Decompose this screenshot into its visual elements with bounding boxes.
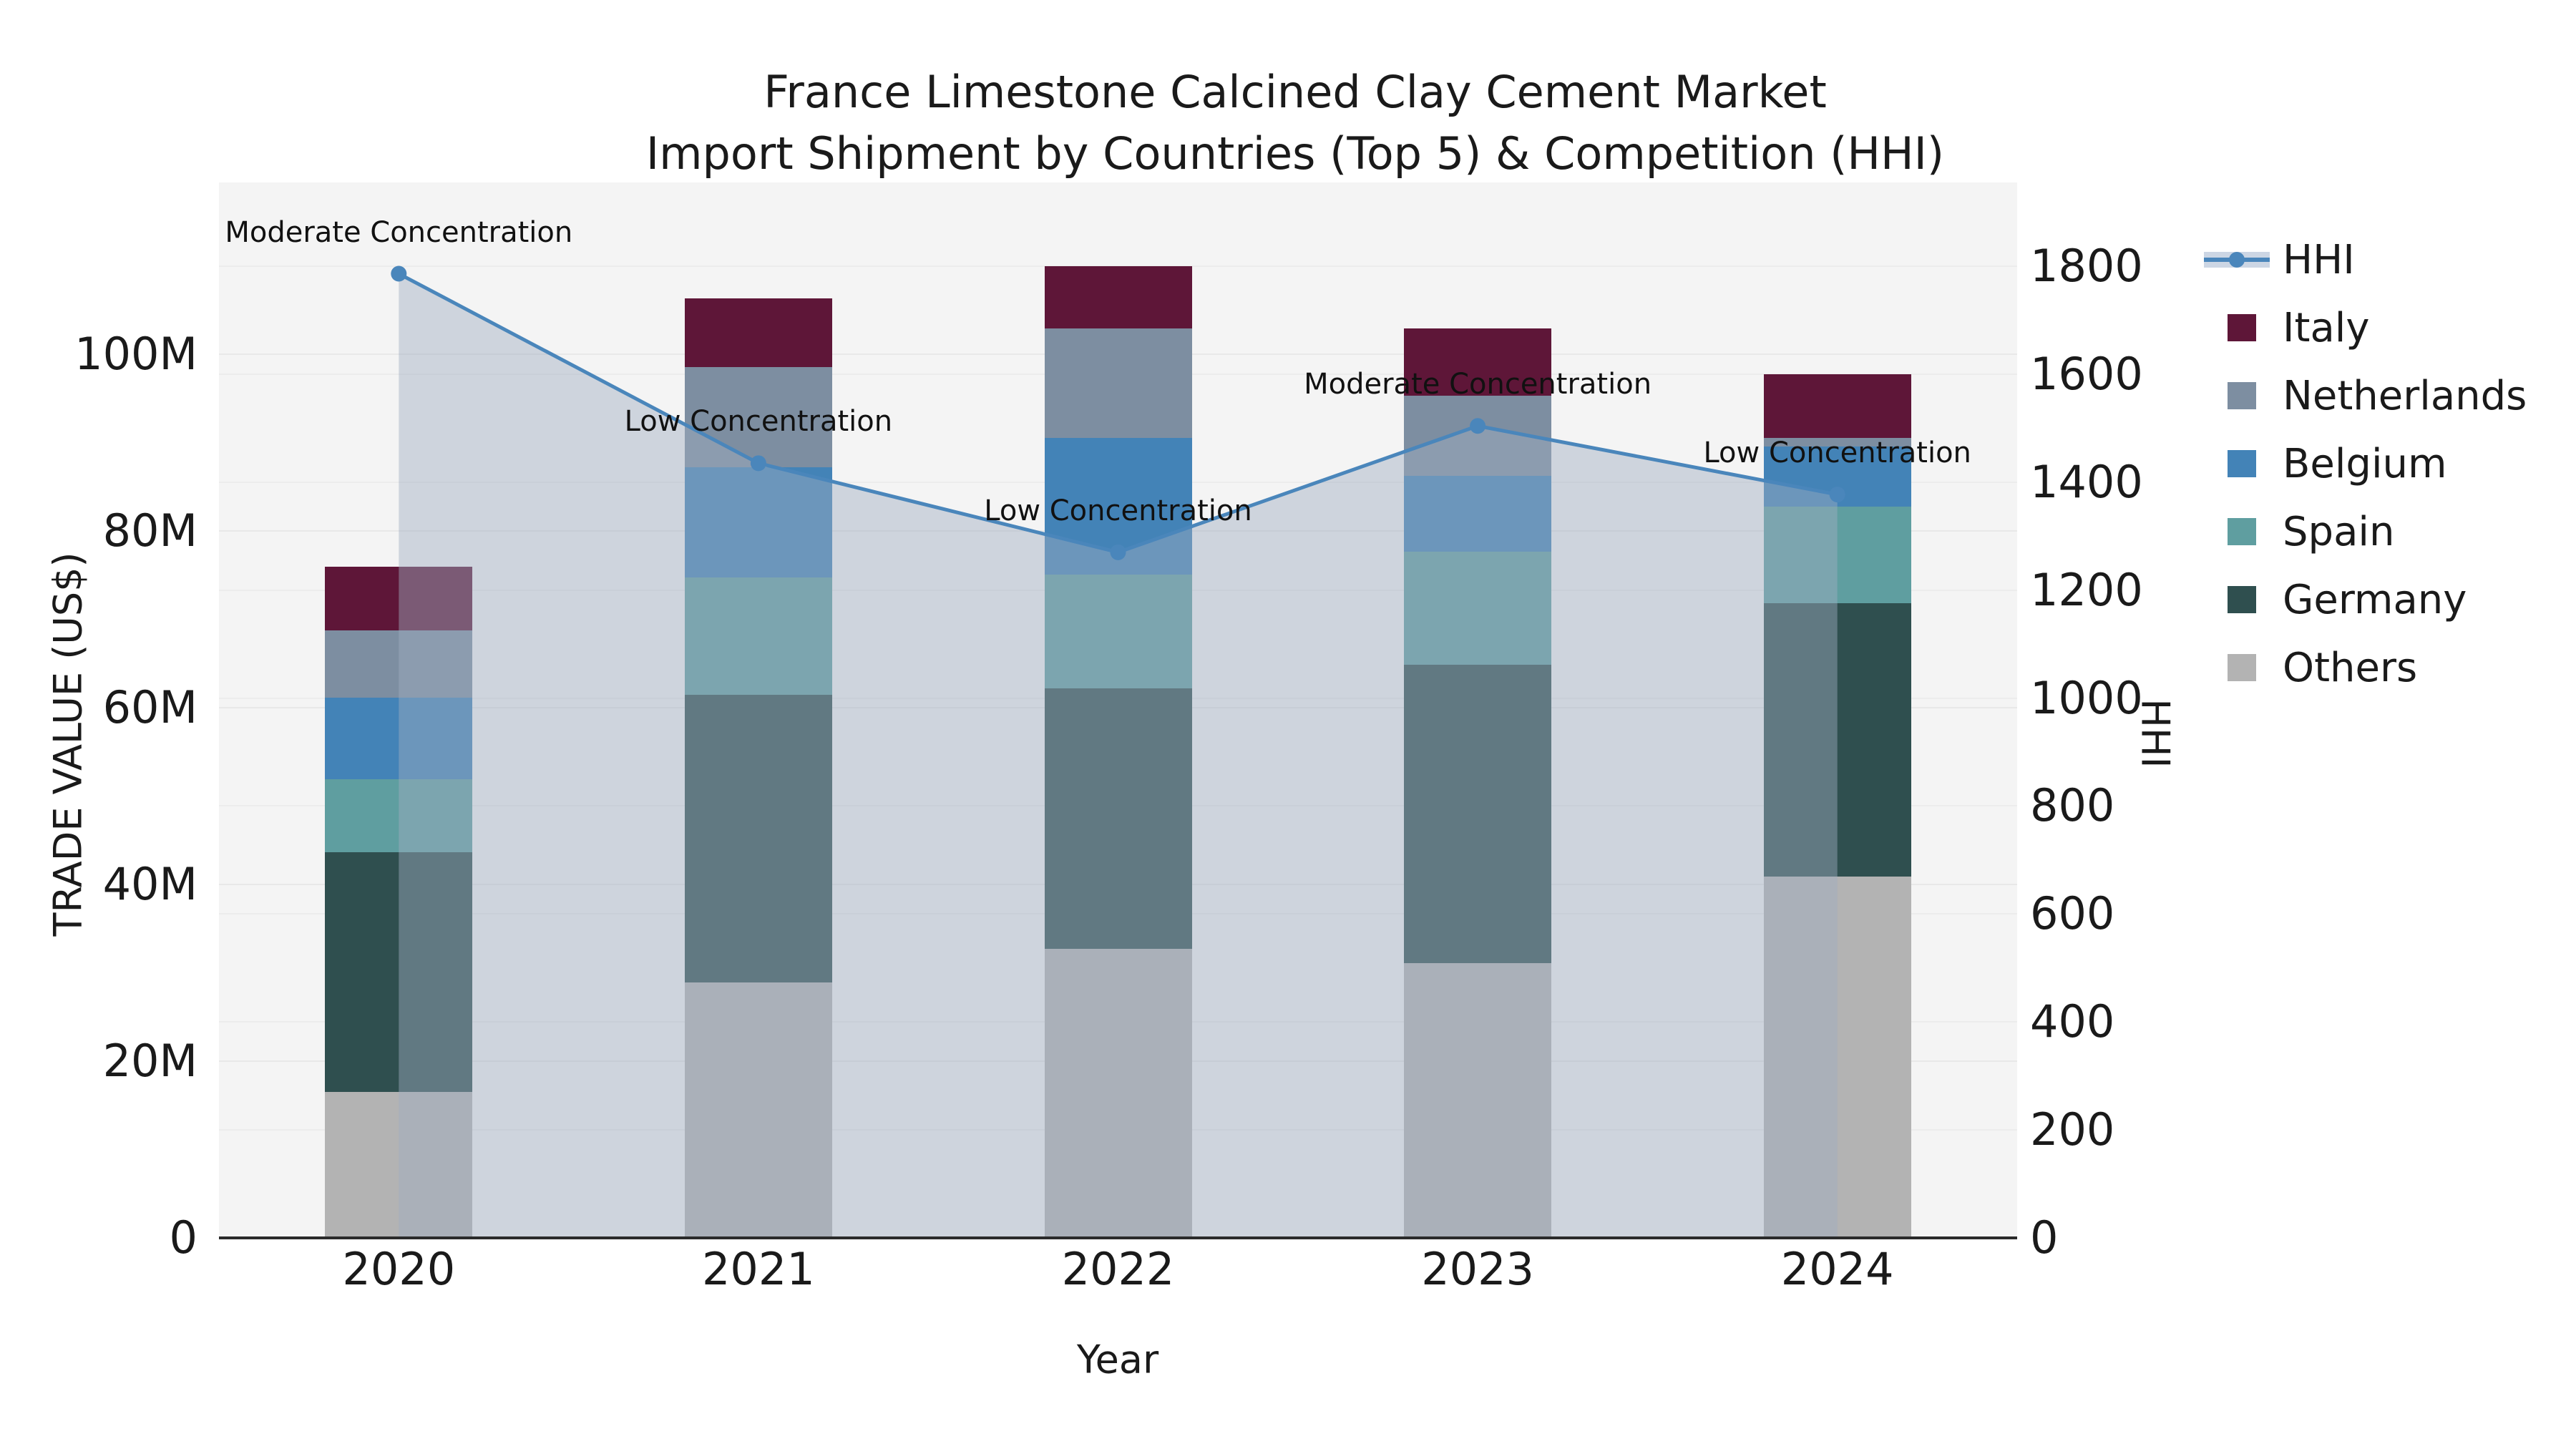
legend-label: Spain	[2283, 508, 2395, 555]
legend-label: Germany	[2283, 576, 2467, 623]
legend-item-italy: Italy	[2204, 303, 2370, 353]
y-tick-right: 200	[2030, 1103, 2115, 1156]
bar-segment-germany	[1404, 665, 1552, 963]
legend-item-spain: Spain	[2204, 507, 2394, 557]
hhi-annotation: Low Concentration	[984, 494, 1252, 527]
bar-segment-italy	[684, 298, 832, 368]
legend-item-hhi: HHI	[2204, 235, 2355, 285]
hhi-annotation: Moderate Concentration	[225, 215, 573, 249]
legend-label: Netherlands	[2283, 372, 2527, 419]
bar-segment-others	[325, 1092, 473, 1238]
bar-segment-netherlands	[325, 630, 473, 698]
legend-hhi-symbol	[2204, 235, 2283, 285]
legend-swatch-belgium	[2204, 439, 2283, 489]
y-tick-right: 600	[2030, 887, 2115, 940]
x-tick-year: 2022	[1061, 1243, 1175, 1295]
y-tick-right: 800	[2030, 779, 2115, 832]
bar-segment-germany	[1763, 603, 1911, 877]
bar-segment-others	[684, 982, 832, 1238]
legend-swatch-germany	[2204, 575, 2283, 625]
hhi-annotation: Low Concentration	[1703, 436, 1971, 470]
legend-item-others: Others	[2204, 643, 2417, 693]
chart-title-line2: Import Shipment by Countries (Top 5) & C…	[645, 127, 1945, 180]
legend-color-swatch	[2228, 518, 2256, 545]
hhi-annotation: Moderate Concentration	[1304, 368, 1652, 401]
legend-swatch-netherlands	[2204, 371, 2283, 421]
x-axis-label: Year	[1076, 1337, 1159, 1382]
y-tick-left: 0	[169, 1211, 197, 1264]
bar-segment-spain	[1404, 552, 1552, 665]
legend-item-germany: Germany	[2204, 575, 2467, 625]
bar-segment-germany	[1044, 688, 1192, 950]
chart-title-line1: France Limestone Calcined Clay Cement Ma…	[763, 66, 1827, 118]
y-tick-right: 1000	[2030, 671, 2143, 724]
y-tick-left: 20M	[102, 1034, 197, 1087]
bar-segment-netherlands	[1404, 395, 1552, 477]
bar-segment-others	[1763, 876, 1911, 1238]
legend-color-swatch	[2228, 314, 2256, 341]
legend-label: Others	[2283, 644, 2418, 691]
bar-segment-belgium	[325, 698, 473, 779]
x-tick-year: 2021	[701, 1243, 815, 1295]
bar-segment-others	[1044, 949, 1192, 1238]
legend-item-netherlands: Netherlands	[2204, 371, 2527, 421]
y-tick-left: 60M	[102, 680, 197, 733]
legend-label: HHI	[2283, 236, 2355, 283]
grid-line-hhi	[219, 265, 2017, 267]
hhi-marker	[391, 265, 407, 282]
y-tick-right: 400	[2030, 995, 2115, 1048]
bar-segment-germany	[325, 852, 473, 1093]
bar-segment-spain	[684, 577, 832, 696]
bar-segment-netherlands	[1044, 328, 1192, 438]
y-tick-right: 1400	[2030, 455, 2143, 508]
legend-color-swatch	[2228, 586, 2256, 613]
y-tick-left: 40M	[102, 857, 197, 910]
legend: HHI Italy Netherlands Belgium Spain Germany Ot…	[2204, 215, 2576, 716]
bar-segment-italy	[1763, 374, 1911, 438]
bar-segment-others	[1404, 962, 1552, 1238]
bar-segment-italy	[325, 567, 473, 631]
y-tick-right: 1800	[2030, 239, 2143, 292]
legend-item-belgium: Belgium	[2204, 439, 2447, 489]
legend-swatch-italy	[2204, 303, 2283, 353]
x-tick-year: 2024	[1780, 1243, 1894, 1295]
x-axis-line	[219, 1236, 2017, 1239]
y-tick-right: 0	[2030, 1211, 2059, 1264]
bar-segment-spain	[325, 779, 473, 853]
x-tick-year: 2023	[1421, 1243, 1534, 1295]
bar-segment-germany	[684, 695, 832, 982]
hhi-annotation: Low Concentration	[624, 405, 893, 439]
legend-label: Belgium	[2283, 440, 2447, 487]
bar-segment-belgium	[684, 467, 832, 578]
y-tick-right: 1200	[2030, 563, 2143, 616]
legend-swatch-spain	[2204, 507, 2283, 557]
legend-color-swatch	[2228, 382, 2256, 409]
bar-segment-spain	[1763, 507, 1911, 603]
legend-color-swatch	[2228, 654, 2256, 681]
bar-segment-spain	[1044, 575, 1192, 688]
y-tick-left: 80M	[102, 504, 197, 557]
plot-area: Moderate Concentration Low Concentration L…	[74, 182, 2143, 1294]
bar-segment-italy	[1044, 266, 1192, 328]
legend-label: Italy	[2283, 304, 2370, 351]
y-tick-left: 100M	[74, 327, 197, 380]
x-tick-year: 2020	[342, 1243, 456, 1295]
legend-hhi-marker-icon	[2229, 252, 2245, 268]
bar-segment-belgium	[1404, 476, 1552, 552]
legend-color-swatch	[2228, 450, 2256, 477]
legend-swatch-others	[2204, 643, 2283, 693]
y-tick-right: 1600	[2030, 347, 2143, 400]
